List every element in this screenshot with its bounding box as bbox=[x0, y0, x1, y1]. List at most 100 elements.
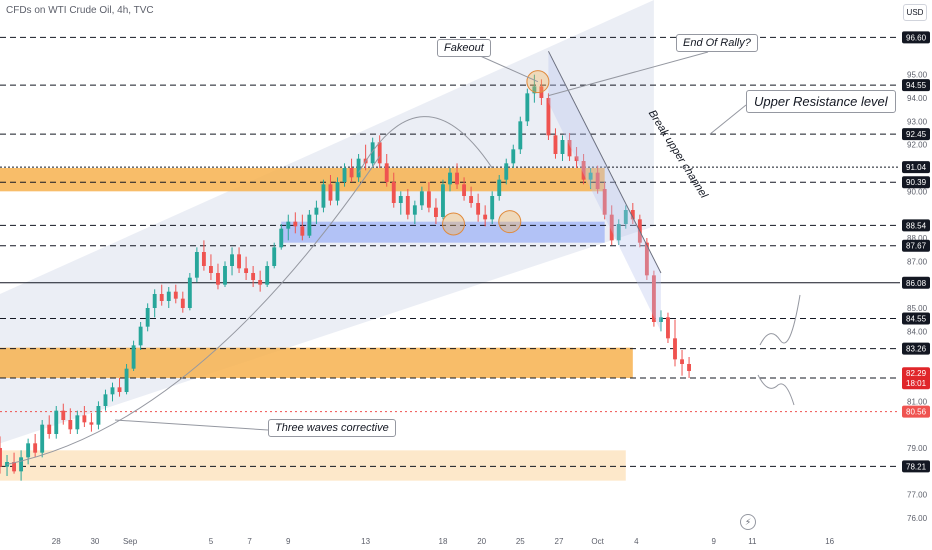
price-tag bbox=[902, 128, 930, 141]
marker-circle bbox=[498, 210, 522, 234]
candle-body bbox=[279, 228, 284, 248]
candle-body bbox=[405, 196, 410, 215]
zone-blue-support bbox=[281, 221, 605, 243]
candle-body bbox=[47, 424, 52, 434]
candle-body bbox=[40, 424, 45, 453]
candle-body bbox=[286, 221, 291, 229]
annotation-lines-layer bbox=[6, 51, 801, 465]
candle-body bbox=[609, 214, 614, 241]
candle-body bbox=[244, 268, 249, 273]
price-tick-label: 79.00 bbox=[907, 444, 928, 453]
candle-body bbox=[173, 291, 178, 299]
candle-body bbox=[89, 422, 94, 425]
candle-body bbox=[328, 184, 333, 201]
callout-pointer bbox=[114, 419, 269, 431]
candle-body bbox=[180, 298, 185, 308]
candle-body bbox=[673, 338, 677, 360]
zones-layer bbox=[0, 0, 654, 481]
price-tick-label: 76.00 bbox=[907, 514, 928, 523]
price-tick-label: 93.00 bbox=[907, 117, 928, 126]
candle-body bbox=[159, 294, 164, 301]
candle-body bbox=[194, 252, 199, 278]
price-tag bbox=[902, 161, 930, 174]
candle-body bbox=[124, 368, 129, 392]
candle-body bbox=[476, 203, 481, 215]
price-tag-label: 78.21 bbox=[906, 462, 927, 471]
candle-body bbox=[54, 410, 59, 434]
fakeout-callout: Fakeout bbox=[437, 39, 491, 57]
candle-body bbox=[666, 317, 670, 339]
candle-body bbox=[630, 210, 635, 220]
break-channel-line bbox=[547, 51, 662, 274]
price-tick-label: 77.00 bbox=[907, 491, 928, 500]
candle-body bbox=[426, 191, 431, 208]
candle-body bbox=[588, 172, 593, 180]
candle-body bbox=[567, 140, 572, 157]
candle-body bbox=[251, 273, 256, 280]
top-arc bbox=[358, 116, 493, 173]
price-tag bbox=[902, 79, 930, 92]
time-tick-label: 27 bbox=[555, 537, 564, 546]
upper-resistance-callout: Upper Resistance level bbox=[746, 90, 896, 113]
candle-body bbox=[560, 140, 565, 154]
price-tag bbox=[902, 405, 930, 418]
time-tick-label: 25 bbox=[516, 537, 525, 546]
price-tick-label: 81.00 bbox=[907, 397, 928, 406]
candle-body bbox=[19, 457, 24, 472]
marker-circle bbox=[442, 212, 466, 236]
candle-body bbox=[504, 163, 509, 180]
candle-body bbox=[12, 462, 16, 472]
candle-body bbox=[680, 359, 684, 364]
time-tick-label: 9 bbox=[711, 537, 716, 546]
callout-pointer bbox=[548, 51, 709, 97]
wave-arc bbox=[6, 156, 381, 465]
time-tick-label: 9 bbox=[286, 537, 291, 546]
price-tag bbox=[902, 276, 930, 289]
price-tag bbox=[902, 239, 930, 252]
time-axis-bg bbox=[0, 532, 900, 550]
candle-body bbox=[75, 415, 80, 430]
candle-body bbox=[131, 345, 136, 369]
candle-body bbox=[616, 224, 621, 241]
candle-body bbox=[209, 266, 213, 273]
candle-body bbox=[441, 184, 445, 217]
zone-orange-lower bbox=[0, 347, 633, 378]
candle-body bbox=[201, 252, 206, 266]
candle-body bbox=[574, 156, 579, 161]
time-tick-label: 30 bbox=[90, 537, 99, 546]
price-tag-label: 80.56 bbox=[906, 408, 927, 417]
candle-body bbox=[82, 415, 87, 423]
price-tag-label: 92.45 bbox=[906, 130, 927, 139]
currency-button[interactable]: USD bbox=[903, 4, 927, 21]
current-price-label: 82.29 bbox=[906, 369, 927, 378]
candle-body bbox=[490, 196, 495, 220]
candle-body bbox=[419, 191, 424, 206]
candle-body bbox=[483, 214, 488, 220]
candle-body bbox=[518, 121, 523, 150]
candle-body bbox=[117, 387, 122, 392]
candles-layer bbox=[0, 74, 691, 481]
candle-body bbox=[138, 326, 143, 346]
candle-body bbox=[307, 214, 312, 236]
candle-body bbox=[469, 196, 474, 203]
candle-body bbox=[349, 168, 354, 178]
candle-body bbox=[152, 294, 157, 308]
time-tick-label: 16 bbox=[825, 537, 834, 546]
projection-up bbox=[759, 294, 801, 346]
break-channel-band bbox=[548, 51, 661, 332]
price-tick-label: 87.00 bbox=[907, 257, 928, 266]
time-tick-label: 18 bbox=[439, 537, 448, 546]
candle-body bbox=[434, 207, 438, 217]
projection-down bbox=[757, 374, 795, 406]
candle-body bbox=[230, 254, 234, 266]
end-of-rally-callout: End Of Rally? bbox=[676, 34, 758, 52]
candle-body bbox=[659, 317, 663, 322]
zone-orange-upper bbox=[0, 168, 605, 192]
countdown-label: 18:01 bbox=[906, 379, 927, 388]
lightning-icon[interactable]: ⚡ bbox=[740, 514, 756, 530]
candle-body bbox=[687, 364, 691, 371]
time-tick-label: 7 bbox=[247, 537, 252, 546]
candle-body bbox=[216, 273, 220, 285]
candle-body bbox=[293, 221, 298, 227]
